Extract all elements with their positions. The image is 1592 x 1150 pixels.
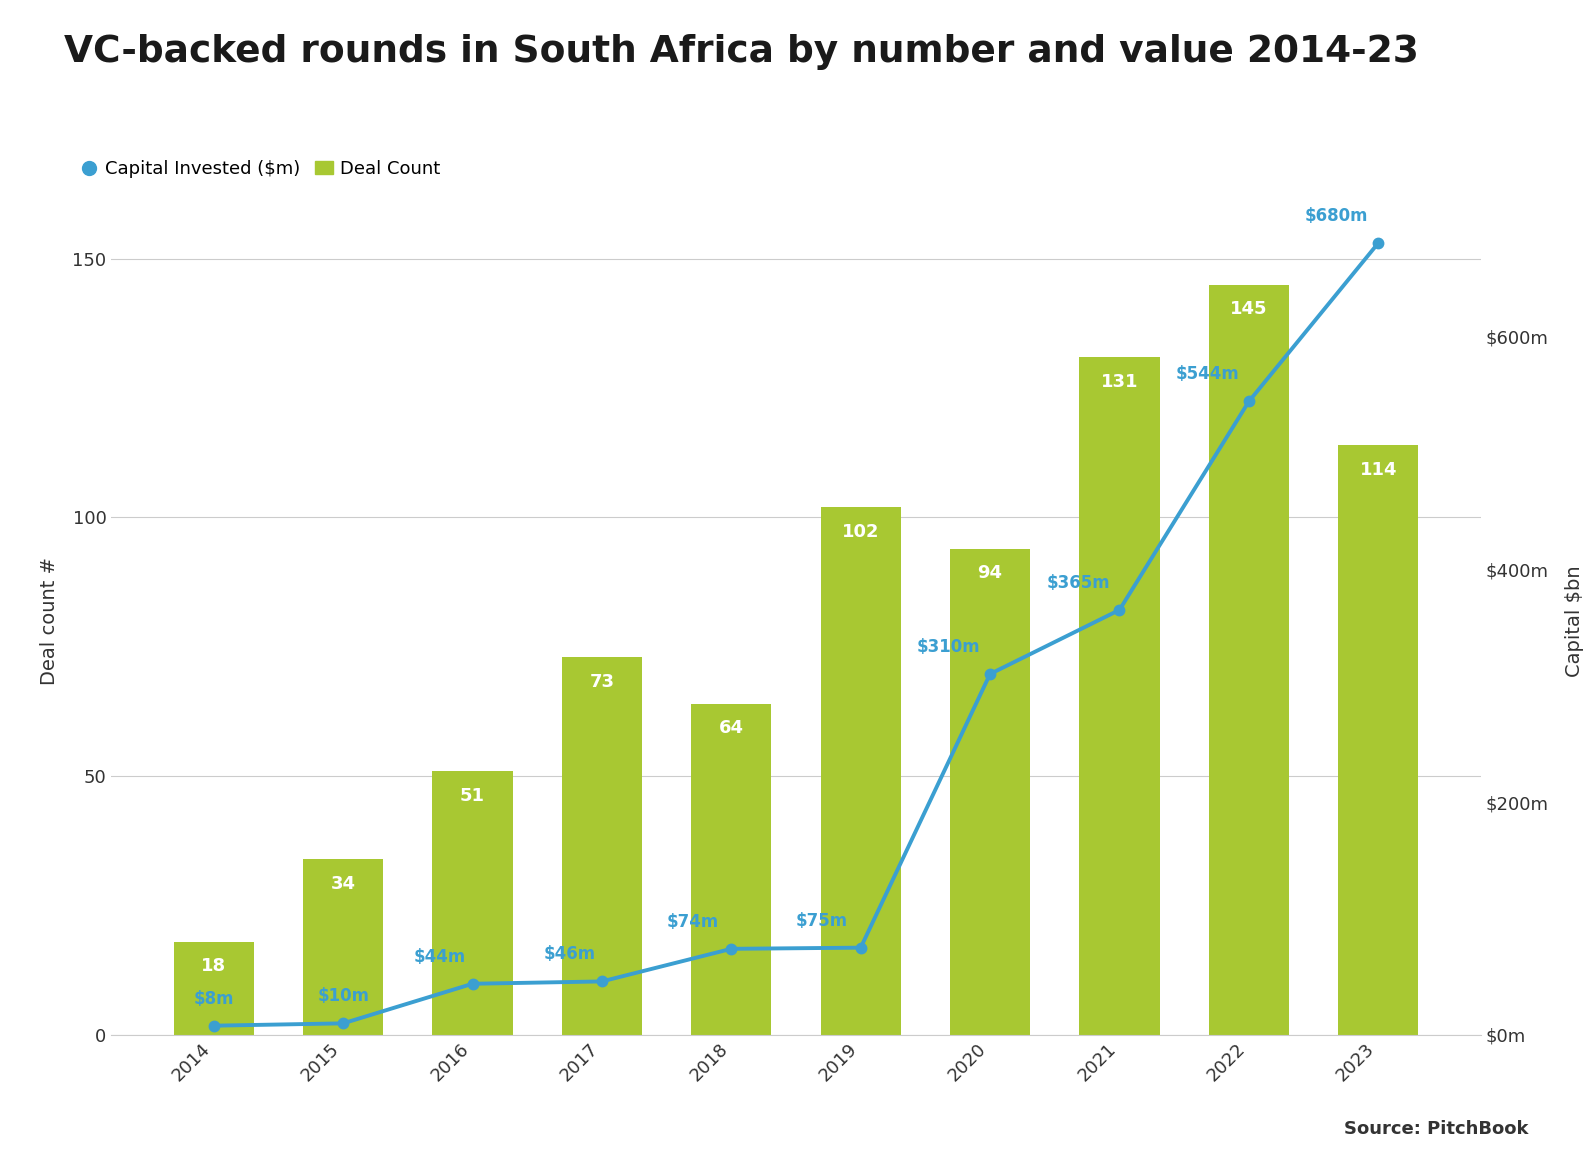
Bar: [820, 507, 901, 1035]
Text: 114: 114: [1360, 460, 1396, 478]
Text: 64: 64: [720, 720, 743, 737]
Text: $44m: $44m: [414, 948, 466, 966]
Text: 145: 145: [1231, 300, 1267, 319]
Text: 73: 73: [589, 673, 615, 691]
Bar: [691, 704, 772, 1035]
Text: 131: 131: [1100, 373, 1138, 391]
Bar: [174, 942, 253, 1035]
Text: Source: PitchBook: Source: PitchBook: [1344, 1120, 1528, 1138]
Text: 102: 102: [842, 522, 879, 540]
Legend: Capital Invested ($m), Deal Count: Capital Invested ($m), Deal Count: [73, 153, 447, 185]
Text: 34: 34: [331, 874, 355, 892]
Y-axis label: Capital $bn: Capital $bn: [1565, 565, 1584, 677]
Bar: [433, 770, 513, 1035]
Text: VC-backed rounds in South Africa by number and value 2014-23: VC-backed rounds in South Africa by numb…: [64, 34, 1418, 70]
Text: $8m: $8m: [194, 989, 234, 1007]
Text: $544m: $544m: [1175, 366, 1239, 383]
Text: $46m: $46m: [543, 945, 595, 964]
Text: 18: 18: [201, 957, 226, 975]
Y-axis label: Deal count #: Deal count #: [40, 557, 59, 685]
Text: $680m: $680m: [1305, 207, 1369, 225]
Bar: [950, 549, 1030, 1035]
Text: $75m: $75m: [796, 912, 849, 929]
Text: $74m: $74m: [667, 913, 718, 930]
Text: $310m: $310m: [917, 638, 981, 655]
Bar: [1079, 356, 1159, 1035]
Bar: [562, 657, 642, 1035]
Text: $10m: $10m: [317, 987, 369, 1005]
Bar: [302, 859, 384, 1035]
Bar: [1208, 284, 1290, 1035]
Bar: [1339, 445, 1418, 1035]
Text: 94: 94: [977, 564, 1003, 582]
Text: $365m: $365m: [1046, 574, 1110, 592]
Text: 51: 51: [460, 787, 486, 805]
